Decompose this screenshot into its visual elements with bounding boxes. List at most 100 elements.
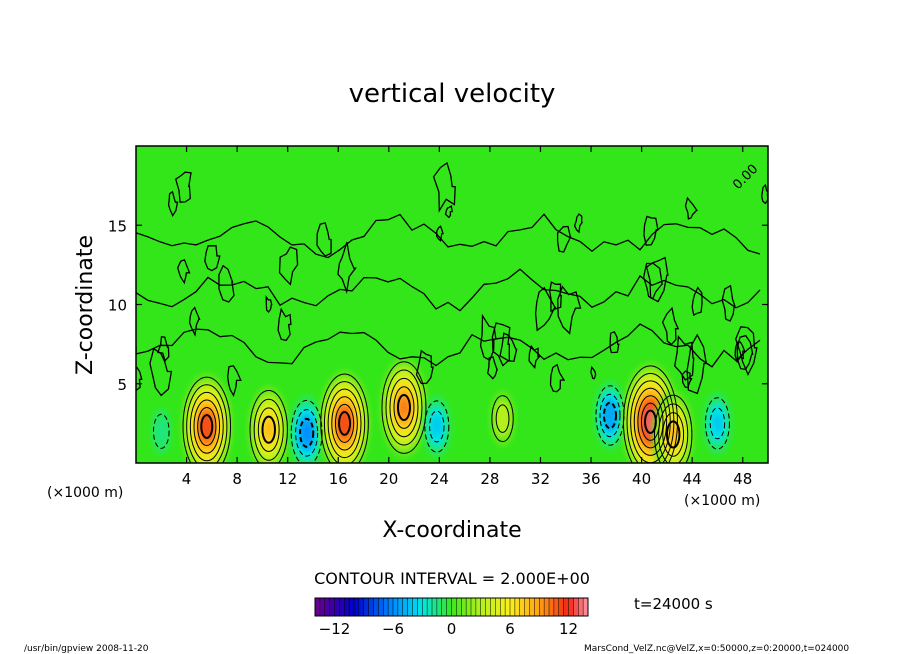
colorbar-segment [519,598,526,616]
cell-7 [594,381,626,450]
contour-line [684,196,699,220]
cell-5 [422,395,452,458]
contour-interval-text: CONTOUR INTERVAL = 2.000E+00 [314,569,590,588]
contour-line [637,395,664,449]
cell-10 [703,392,732,455]
contour-line [432,161,456,213]
colorbar-segment [358,598,365,616]
colorbar-segment [466,598,472,616]
contour-line [645,256,669,303]
contour-line [661,306,680,346]
colorbar-segment [315,598,321,616]
colorbar-segment [505,598,511,616]
colorbar-segment [432,598,438,616]
x-tick-label: 24 [430,470,449,488]
cell-11 [150,408,172,455]
x-tick-label: 36 [581,470,600,488]
contour-line [389,377,419,438]
colorbar-segment [417,598,423,616]
contour-line [622,365,678,463]
contour-line [316,222,332,257]
contour-line [444,205,453,219]
contour-line [136,213,761,259]
contour-line [704,397,730,450]
colorbar [314,597,589,617]
x-unit-left: (×1000 m) [47,485,123,501]
contour-line [338,410,352,436]
contour-line [415,349,434,385]
colorbar-tick-label: 6 [505,620,515,638]
y-axis-label: Z-coordinate [73,235,98,375]
colorbar-segment [393,598,399,616]
x-tick-label: 28 [480,470,499,488]
contour-line [735,326,758,377]
contour-line [174,171,192,203]
colorbar-segment [549,598,555,616]
contour-line [633,387,668,456]
contour-line [189,391,224,462]
colorbar-segment [427,598,433,616]
contour-line [665,420,681,449]
contour-line [261,415,276,444]
x-unit-right: (×1000 m) [684,493,760,509]
cell-0 [181,373,233,463]
contour-line [491,395,514,443]
colorbar-segment [324,598,331,616]
colorbar-segment [558,598,565,616]
contour-line [691,286,703,317]
colorbar-segment [456,598,462,616]
colorbar-segment [319,598,326,616]
colorbar-segment [422,598,428,616]
colorbar-segment [534,598,540,616]
colorbar-segment [378,598,384,616]
colorbar-tick-label: 0 [447,620,457,638]
time-label: t=24000 s [634,595,713,613]
contour-line [487,356,498,380]
colorbar-segment [412,598,418,616]
colorbar-segment [510,598,516,616]
contour-line [599,393,621,438]
x-tick-label: 12 [278,470,297,488]
x-tick-label: 40 [632,470,651,488]
contour-line [152,413,170,449]
contour-line [327,388,362,459]
colorbar-tick-label: −12 [319,620,351,638]
contour-line [278,246,299,286]
footer-right: MarsCond_VelZ.nc@VelZ,x=0:50000,z=0:2000… [584,644,849,654]
contour-line [188,306,201,337]
colorbar-segment [329,598,335,616]
contour-line [136,366,143,391]
colorbar-segment [578,598,584,616]
contour-line [337,241,357,295]
contour-line [257,407,280,453]
contour-line [249,389,288,463]
colorbar-segment [363,598,370,616]
contour-line [643,215,659,246]
colorbar-segment [354,598,360,616]
colorbar-segment [568,598,574,616]
colorbar-segment [529,598,535,616]
contour-line [393,386,415,429]
contour-line [590,365,597,380]
contour-line [709,407,726,440]
contour-line [429,410,445,443]
colorbar-segment [471,598,477,616]
contour-line [295,409,319,457]
colorbar-segment [495,598,501,616]
x-tick-label: 32 [531,470,550,488]
contour-line [528,344,541,370]
colorbar-segment [514,598,521,616]
colorbar-segment [451,598,457,616]
colorbar-ticks: −12 −6 0 6 12 [319,620,578,638]
colorbar-segment [344,598,350,616]
colorbar-segment [407,598,413,616]
contour-line [157,335,170,362]
contour-line [549,363,566,393]
x-tick-label: 4 [182,470,192,488]
contour-line [557,285,582,335]
colorbar-segment [583,598,589,616]
colorbar-segment [573,598,579,616]
x-tick-label: 16 [329,470,348,488]
colorbar-segment [383,598,389,616]
contour-line [218,264,235,303]
